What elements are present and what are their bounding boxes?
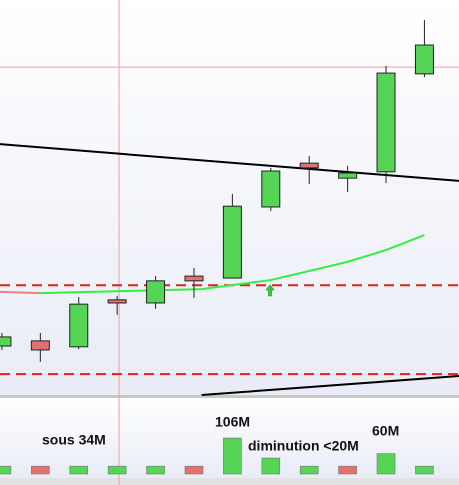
volume-bar — [107, 465, 127, 475]
candle-body — [30, 340, 50, 351]
signal-arrow — [265, 284, 275, 297]
candle-body — [184, 275, 204, 282]
candle-body — [69, 303, 89, 348]
volume-bar — [184, 465, 204, 475]
volume-bar — [261, 457, 281, 475]
candle-body — [222, 205, 242, 279]
annotation: 60M — [372, 423, 399, 439]
candle-body — [0, 336, 12, 347]
candle-body — [376, 72, 396, 173]
volume-bar — [338, 465, 357, 475]
annotation: diminution <20M — [248, 438, 359, 454]
candle-body — [299, 162, 319, 169]
volume-bar — [69, 465, 89, 475]
overlay-line — [0, 290, 41, 295]
overlay-line — [40, 234, 425, 295]
candle-body — [107, 299, 127, 304]
annotation: 106M — [215, 414, 250, 430]
volume-bar — [299, 465, 319, 475]
volume-bar — [415, 465, 434, 475]
bottom-strip — [0, 478, 459, 485]
candle-body — [261, 170, 281, 208]
candle-body — [146, 280, 166, 304]
price-panel — [0, 0, 459, 395]
annotation: sous 34M — [42, 432, 106, 448]
panel-separator — [0, 395, 459, 398]
overlay-line — [201, 375, 459, 396]
overlay-line — [0, 143, 459, 182]
volume-bar — [31, 465, 50, 475]
volume-bar — [223, 437, 242, 475]
volume-bar — [146, 465, 165, 475]
candle-body — [338, 172, 358, 179]
candle-body — [414, 44, 434, 75]
volume-bar — [376, 453, 396, 475]
volume-bar — [0, 465, 12, 475]
